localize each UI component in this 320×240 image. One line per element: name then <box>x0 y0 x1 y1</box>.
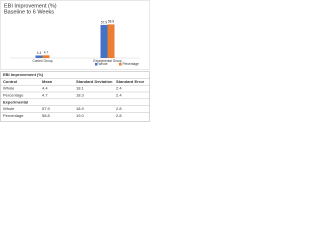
table-cell: 2.4 <box>116 86 122 91</box>
table-cell: 58.8 <box>42 113 51 118</box>
x-tick-label: Control Group <box>32 59 52 63</box>
bar <box>35 55 43 58</box>
table-cell: 4.7 <box>42 92 48 97</box>
legend-label: Whole <box>99 62 108 66</box>
legend-label: Percentage <box>123 62 140 66</box>
table-cell: 18.9 <box>76 106 85 111</box>
table-title: EBI Improvement (%) <box>3 72 44 77</box>
value-label: 58.8 <box>108 20 114 24</box>
screenshot: EBI Improvement (%) Baseline to 6 Weeks … <box>0 0 150 122</box>
bar <box>42 55 50 58</box>
chart-title: EBI Improvement (%) <box>4 3 57 9</box>
legend-swatch <box>119 63 122 66</box>
table-cell: 4.4 <box>42 86 48 91</box>
table-cell: Percentage <box>3 92 24 97</box>
table-cell: 18.3 <box>76 92 85 97</box>
table-header: Standard Error <box>116 79 145 84</box>
legend-swatch <box>95 63 98 66</box>
value-label: 4.4 <box>37 51 42 55</box>
table-cell: Whole <box>3 106 15 111</box>
table-cell: 57.9 <box>42 106 51 111</box>
table-cell: 2.8 <box>116 113 122 118</box>
bar <box>107 24 115 58</box>
bar <box>100 24 108 59</box>
table-section: Experimental <box>3 99 28 104</box>
table-cell: Percentage <box>3 113 24 118</box>
table-header: Standard Deviation <box>76 79 113 84</box>
value-label: 57.9 <box>101 20 107 24</box>
table-header: Control <box>3 79 17 84</box>
chart-subtitle: Baseline to 6 Weeks <box>4 9 54 15</box>
table-cell: 19.0 <box>76 113 85 118</box>
page: {"chart_data": {"type": "bar", "title": … <box>0 0 150 127</box>
table-cell: 18.1 <box>76 86 85 91</box>
table-header: Mean <box>42 79 53 84</box>
table-cell: 2.4 <box>116 92 122 97</box>
value-label: 4.7 <box>44 51 49 55</box>
x-tick-label: Experimental Group <box>93 59 122 63</box>
table-frame <box>0 71 150 122</box>
table-cell: Whole <box>3 86 15 91</box>
table-cell: 2.8 <box>116 106 122 111</box>
